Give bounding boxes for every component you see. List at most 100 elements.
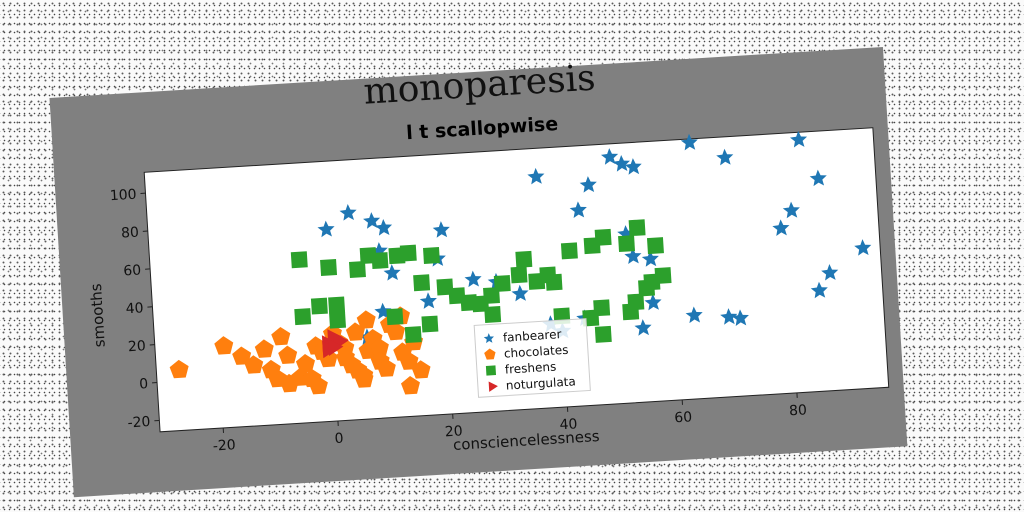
freshens-point (560, 242, 578, 260)
freshens-point (545, 273, 563, 291)
fanbearer-point (339, 204, 357, 221)
fanbearer-point (569, 201, 587, 218)
noturgulata-point (327, 338, 344, 356)
fanbearer-point (363, 212, 381, 229)
chocolates-point (308, 375, 328, 395)
chocolates-point (411, 360, 431, 379)
legend-label-noturgulata: noturgulata (505, 374, 576, 392)
legend-label-chocolates: chocolates (504, 343, 569, 361)
fanbearer-point (634, 319, 652, 336)
chocolates-point (400, 376, 420, 395)
y-tick-label: 40 (125, 300, 144, 317)
freshens-point (646, 237, 664, 255)
chocolates-point (356, 310, 376, 329)
fanbearer-point (821, 263, 839, 281)
fanbearer-point (644, 293, 662, 311)
legend-label-fanbearer: fanbearer (503, 327, 562, 345)
x-tick-label: 80 (789, 402, 808, 419)
y-tick-label: 80 (121, 225, 140, 242)
x-tick-label: -20 (212, 437, 236, 454)
freshens-point (404, 326, 422, 344)
fanbearer-point (374, 218, 393, 236)
freshens-point (422, 247, 440, 264)
fanbearer-point (612, 155, 631, 172)
fanbearer-point (600, 148, 619, 165)
fanbearer-point (419, 292, 437, 309)
freshens-point (290, 251, 308, 269)
chocolates-point (295, 354, 316, 373)
freshens-point (310, 297, 328, 315)
fanbearer-point (782, 201, 800, 219)
fanbearer-point (789, 130, 808, 148)
x-tick-label: 0 (334, 431, 344, 448)
chocolates-point (386, 321, 406, 341)
freshens-point (594, 325, 612, 343)
x-tick-label: 40 (559, 416, 578, 433)
freshens-point (515, 250, 533, 268)
y-tick-label: 100 (109, 187, 137, 205)
legend-marker-chocolates (484, 348, 496, 360)
y-axis-label: smooths (87, 283, 109, 348)
freshens-point (320, 259, 338, 276)
fanbearer-point (810, 281, 828, 299)
freshens-point (294, 308, 312, 326)
x-tick-label: 60 (674, 409, 693, 426)
freshens-point (329, 311, 347, 329)
fanbearer-point (716, 148, 734, 166)
fanbearer-point (685, 306, 703, 324)
fanbearer-point (383, 264, 401, 281)
fanbearer-point (579, 176, 597, 193)
fanbearer-point (680, 133, 698, 151)
freshens-point (421, 315, 439, 333)
chocolates-point (244, 355, 264, 374)
y-tick-label: 20 (128, 338, 147, 355)
y-tick-label: 60 (123, 262, 142, 279)
chocolates-point (369, 338, 389, 357)
freshens-point (348, 261, 366, 279)
y-tick-label: -20 (127, 414, 151, 431)
freshens-point (484, 306, 502, 323)
freshens-point (510, 266, 528, 284)
fanbearer-point (527, 167, 545, 185)
legend-marker-noturgulata (488, 381, 498, 392)
chocolates-point (376, 358, 396, 377)
fanbearer-point (641, 250, 659, 267)
chocolates-point (271, 326, 291, 346)
y-tick-label: 0 (139, 376, 149, 393)
freshens-point (493, 275, 511, 292)
scatter-points (169, 130, 872, 395)
chocolates-point (278, 345, 298, 365)
freshens-point (413, 274, 431, 292)
freshens-point (618, 235, 636, 253)
chocolates-point (169, 359, 189, 379)
fanbearer-point (624, 247, 642, 265)
x-tick-label: 20 (444, 423, 463, 440)
axis-ticks: -20 0 20 40 60 80 -20 0 20 40 60 80 100 (109, 187, 808, 455)
freshens-point (328, 296, 346, 314)
chocolates-point (354, 369, 374, 388)
fanbearer-point (854, 239, 872, 256)
freshens-point (399, 244, 417, 262)
freshens-point (386, 308, 404, 326)
fanbearer-point (624, 158, 642, 175)
fanbearer-point (720, 308, 738, 325)
freshens-point (654, 267, 672, 285)
chocolates-point (345, 322, 365, 341)
chocolates-point (254, 339, 274, 358)
chocolates-point (214, 336, 234, 355)
freshens-point (638, 279, 656, 297)
fanbearer-point (432, 221, 450, 238)
fanbearer-point (464, 270, 482, 288)
legend-marker-fanbearer (483, 333, 494, 344)
freshens-point (594, 228, 612, 246)
chocolates-point (232, 346, 252, 365)
freshens-point (371, 252, 389, 270)
fanbearer-point (772, 219, 790, 237)
legend-box (473, 318, 591, 398)
legend-label-freshens: freshens (504, 360, 556, 377)
fanbearer-point (511, 284, 529, 302)
fanbearer-point (317, 220, 335, 238)
chocolates-point (399, 351, 419, 370)
